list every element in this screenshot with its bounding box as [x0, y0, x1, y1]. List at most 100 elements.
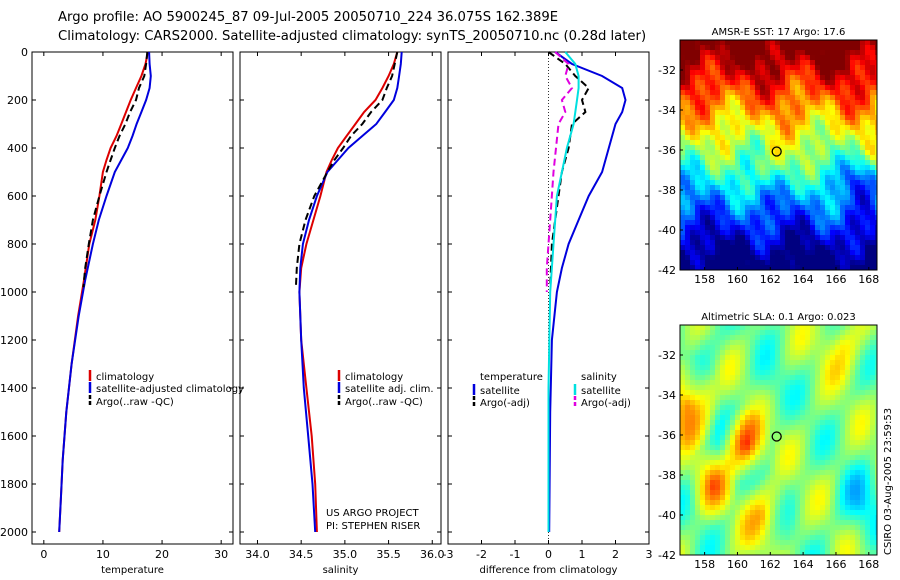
map-cell — [720, 145, 725, 150]
map-cell — [680, 180, 685, 185]
map-cell — [850, 70, 855, 75]
map-cell — [730, 220, 735, 225]
map-cell — [865, 160, 870, 165]
x-tick-label: 158 — [694, 558, 715, 571]
map-cell — [685, 495, 690, 500]
map-cell — [720, 480, 725, 485]
map-cell — [815, 245, 820, 250]
map-cell — [860, 520, 865, 525]
map-cell — [845, 510, 850, 515]
map-cell — [815, 390, 820, 395]
map-cell — [765, 200, 770, 205]
map-cell — [755, 205, 760, 210]
map-cell — [870, 185, 875, 190]
map-cell — [835, 245, 840, 250]
map-cell — [715, 140, 720, 145]
map-cell — [765, 130, 770, 135]
map-cell — [870, 95, 875, 100]
map-cell — [770, 205, 775, 210]
map-cell — [800, 145, 805, 150]
map-cell — [730, 190, 735, 195]
map-cell — [845, 255, 850, 260]
map-cell — [795, 385, 800, 390]
map-cell — [875, 80, 877, 85]
map-cell — [690, 405, 695, 410]
map-cell — [680, 470, 685, 475]
map-cell — [805, 120, 810, 125]
map-cell — [790, 405, 795, 410]
map-cell — [770, 260, 775, 265]
map-cell — [690, 255, 695, 260]
map-cell — [695, 540, 700, 545]
map-cell — [730, 245, 735, 250]
map-cell — [785, 110, 790, 115]
map-cell — [850, 380, 855, 385]
map-cell — [795, 165, 800, 170]
map-cell — [705, 380, 710, 385]
map-cell — [710, 385, 715, 390]
map-cell — [760, 60, 765, 65]
map-cell — [690, 175, 695, 180]
map-cell — [730, 510, 735, 515]
map-cell — [835, 450, 840, 455]
map-cell — [790, 110, 795, 115]
map-cell — [685, 90, 690, 95]
map-cell — [860, 470, 865, 475]
map-cell — [800, 255, 805, 260]
map-cell — [705, 420, 710, 425]
map-cell — [710, 150, 715, 155]
map-cell — [850, 350, 855, 355]
map-cell — [695, 195, 700, 200]
map-cell — [690, 475, 695, 480]
map-cell — [855, 340, 860, 345]
map-cell — [685, 425, 690, 430]
map-cell — [770, 425, 775, 430]
map-cell — [690, 420, 695, 425]
map-cell — [770, 145, 775, 150]
map-cell — [870, 375, 875, 380]
map-cell — [780, 75, 785, 80]
map-cell — [760, 140, 765, 145]
map-cell — [865, 330, 870, 335]
y-tick-label: -42 — [658, 549, 676, 562]
map-cell — [850, 410, 855, 415]
map-cell — [800, 100, 805, 105]
map-cell — [810, 185, 815, 190]
map-cell — [860, 480, 865, 485]
map-cell — [770, 55, 775, 60]
map-cell — [695, 525, 700, 530]
map-cell — [850, 520, 855, 525]
map-cell — [790, 340, 795, 345]
map-cell — [835, 405, 840, 410]
map-cell — [855, 530, 860, 535]
map-cell — [800, 465, 805, 470]
map-cell — [780, 525, 785, 530]
map-cell — [810, 260, 815, 265]
map-cell — [780, 480, 785, 485]
map-cell — [825, 185, 830, 190]
map-cell — [690, 210, 695, 215]
map-cell — [700, 505, 705, 510]
map-cell — [700, 205, 705, 210]
map-cell — [705, 335, 710, 340]
map-cell — [690, 325, 695, 330]
map-cell — [745, 345, 750, 350]
map-cell — [710, 410, 715, 415]
map-cell — [815, 355, 820, 360]
map-cell — [685, 525, 690, 530]
map-cell — [845, 355, 850, 360]
map-cell — [860, 535, 865, 540]
map-cell — [875, 490, 877, 495]
map-cell — [710, 335, 715, 340]
map-cell — [760, 420, 765, 425]
map-cell — [845, 130, 850, 135]
map-cell — [780, 475, 785, 480]
map-cell — [730, 350, 735, 355]
map-cell — [790, 245, 795, 250]
map-cell — [835, 375, 840, 380]
map-cell — [875, 55, 877, 60]
map-cell — [760, 100, 765, 105]
map-cell — [685, 95, 690, 100]
map-cell — [725, 495, 730, 500]
map-cell — [815, 175, 820, 180]
